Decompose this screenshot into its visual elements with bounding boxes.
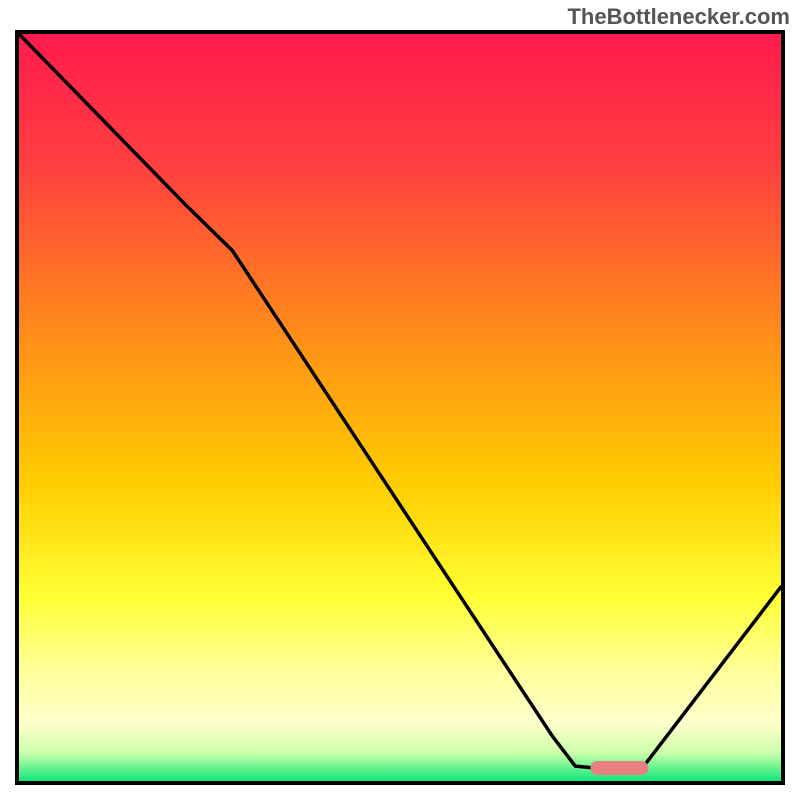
- chart-container: TheBottlenecker.com: [0, 0, 800, 800]
- watermark-text: TheBottlenecker.com: [567, 4, 790, 30]
- gradient-background: [17, 32, 783, 783]
- bottleneck-chart-svg: [0, 0, 800, 800]
- optimal-range-marker: [590, 761, 648, 775]
